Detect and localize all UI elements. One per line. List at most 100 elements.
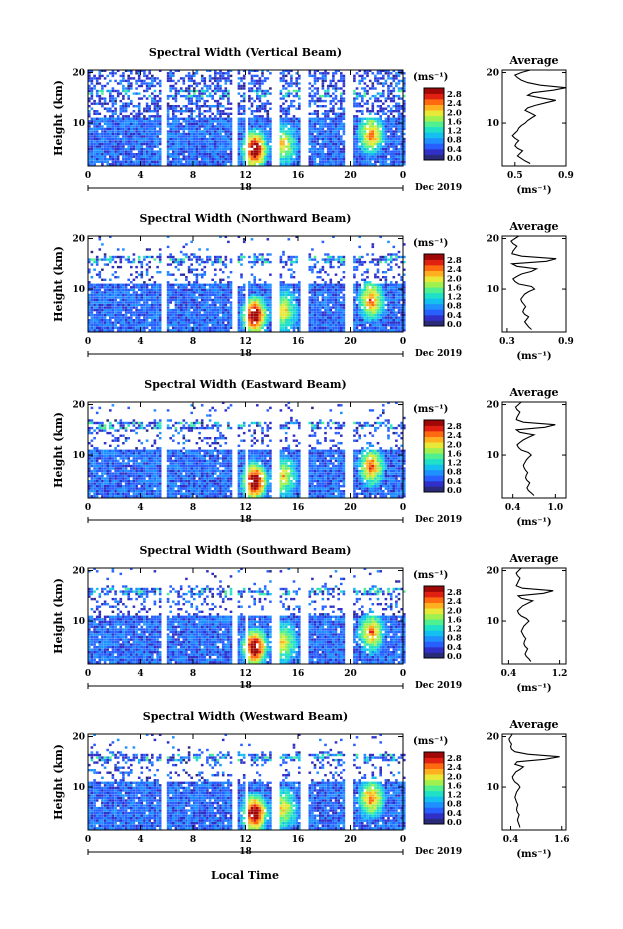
heatmap-cell (214, 147, 217, 151)
heatmap-cell (361, 140, 364, 143)
heatmap-cell (153, 102, 157, 105)
heatmap-cell (169, 105, 172, 108)
heatmap-cell (282, 163, 285, 166)
heatmap-cell (182, 303, 186, 307)
heatmap-cell (158, 296, 162, 299)
heatmap-cell (269, 283, 272, 286)
heatmap-cell (195, 324, 199, 327)
heatmap-cell (148, 117, 151, 120)
heatmap-cell (403, 153, 406, 156)
heatmap-cell (269, 306, 272, 309)
heatmap-cell (298, 308, 301, 312)
heatmap-cell (106, 326, 109, 329)
heatmap-cell (190, 102, 193, 105)
heatmap-cell (206, 324, 209, 327)
heatmap-cell (88, 283, 91, 286)
heatmap-cell (124, 137, 128, 141)
heatmap-cell (308, 74, 312, 78)
heatmap-cell (182, 150, 186, 153)
heatmap-cell (187, 142, 191, 146)
heatmap-cell (332, 117, 335, 120)
heatmap-cell (321, 316, 325, 319)
heatmap-cell (88, 79, 91, 83)
heatmap-cell (403, 147, 406, 151)
heatmap-cell (290, 125, 293, 128)
heatmap-cell (177, 155, 180, 158)
heatmap-cell (174, 150, 178, 153)
heatmap-cell (166, 316, 170, 319)
heatmap-cell (124, 122, 128, 126)
heatmap-cell (368, 137, 372, 141)
heatmap-cell (111, 145, 115, 148)
heatmap-cell (313, 316, 317, 319)
heatmap-cell (379, 160, 382, 163)
heatmap-cell (90, 163, 94, 166)
heatmap-cell (174, 163, 178, 166)
heatmap-cell (119, 258, 123, 261)
heatmap-cell (101, 102, 104, 105)
heatmap-cell (358, 122, 361, 126)
heatmap-cell (195, 132, 199, 136)
heatmap-cell (319, 125, 322, 128)
heatmap-cell (190, 329, 193, 332)
heatmap-cell (135, 122, 138, 126)
heatmap-cell (195, 326, 199, 329)
heatmap-cell (200, 286, 204, 289)
heatmap-cell (93, 303, 96, 307)
heatmap-cell (279, 115, 283, 118)
heatmap-cell (151, 120, 154, 123)
heatmap-cell (216, 120, 220, 123)
heatmap-cell (130, 117, 133, 120)
heatmap-cell (282, 97, 285, 100)
heatmap-cell (332, 140, 335, 143)
heatmap-cell (240, 77, 243, 80)
heatmap-cell (179, 306, 183, 309)
heatmap-cell (101, 324, 104, 327)
heatmap-cell (109, 137, 112, 141)
heatmap-cell (242, 301, 246, 304)
heatmap-cell (363, 142, 367, 146)
heatmap-cell (319, 283, 322, 286)
heatmap-cell (284, 120, 288, 123)
heatmap-cell (279, 321, 283, 324)
heatmap-cell (88, 69, 91, 72)
heatmap-cell (145, 326, 149, 329)
heatmap-cell (321, 298, 325, 302)
heatmap-cell (219, 115, 222, 118)
heatmap-cell (224, 301, 228, 304)
heatmap-cell (122, 329, 125, 332)
heatmap-cell (187, 324, 191, 327)
heatmap-cell (326, 301, 330, 304)
heatmap-cell (253, 110, 256, 113)
heatmap-cell (313, 69, 317, 72)
heatmap-cell (224, 150, 228, 153)
heatmap-cell (316, 69, 319, 72)
heatmap-cell (221, 271, 225, 274)
colorbar-segment (424, 93, 444, 100)
heatmap-cell (261, 160, 264, 163)
heatmap-cell (122, 77, 125, 80)
heatmap-cell (403, 72, 406, 75)
heatmap-cell (200, 163, 204, 166)
heatmap-cell (258, 122, 262, 126)
heatmap-cell (248, 306, 251, 309)
heatmap-cell (127, 155, 130, 158)
heatmap-cell (242, 150, 246, 153)
heatmap-cell (203, 298, 207, 302)
heatmap-cell (263, 163, 267, 166)
heatmap-cell (221, 298, 225, 302)
heatmap-cell (287, 158, 291, 161)
heatmap-cell (124, 298, 128, 302)
heatmap-cell (248, 97, 251, 100)
heatmap-cell (332, 288, 335, 292)
heatmap-cell (319, 303, 322, 307)
heatmap-cell (127, 321, 130, 324)
heatmap-cell (292, 99, 296, 103)
heatmap-cell (156, 288, 159, 292)
heatmap-cell (256, 316, 259, 319)
heatmap-cell (361, 87, 364, 90)
heatmap-cell (200, 87, 204, 90)
heatmap-cell (166, 271, 170, 274)
heatmap-cell (311, 97, 314, 100)
heatmap-cell (103, 288, 107, 292)
